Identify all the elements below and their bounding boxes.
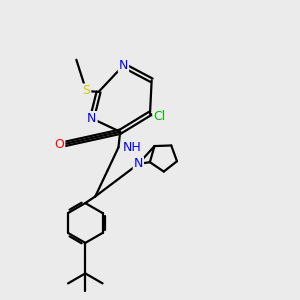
Text: N: N xyxy=(119,59,128,72)
Text: N: N xyxy=(87,112,97,125)
Text: N: N xyxy=(134,158,143,170)
Text: O: O xyxy=(55,137,64,151)
Text: NH: NH xyxy=(122,141,141,154)
Text: Cl: Cl xyxy=(153,110,165,123)
Text: S: S xyxy=(82,84,90,98)
